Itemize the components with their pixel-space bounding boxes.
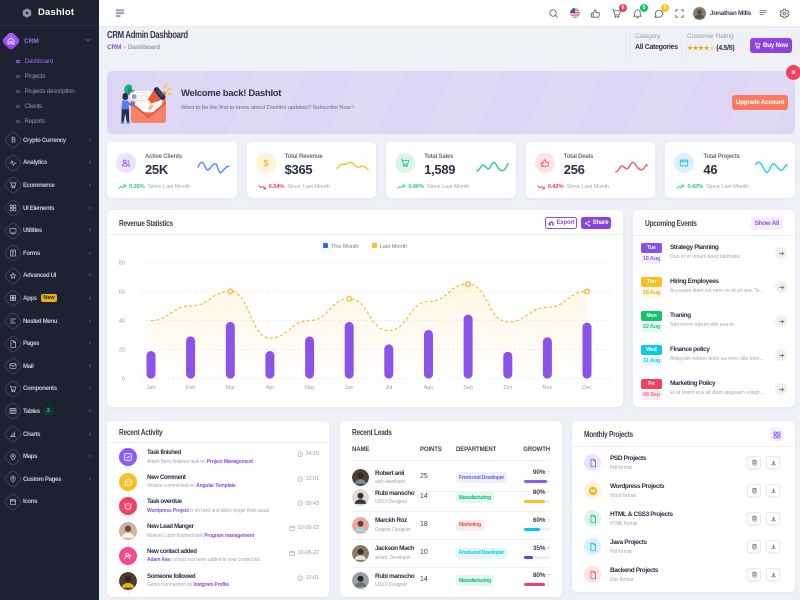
svg-text:Oct: Oct xyxy=(504,385,513,391)
svg-text:60: 60 xyxy=(119,289,125,295)
svg-text:Dec: Dec xyxy=(582,385,592,391)
svg-text:Jan: Jan xyxy=(147,385,156,391)
svg-text:Nov: Nov xyxy=(543,385,553,391)
svg-text:20: 20 xyxy=(119,348,125,354)
svg-text:Sep: Sep xyxy=(463,385,473,391)
svg-text:W: W xyxy=(590,488,595,493)
svg-text:Apr: Apr xyxy=(266,385,275,391)
svg-text:Agu: Agu xyxy=(424,385,434,391)
svg-text:May: May xyxy=(304,385,315,391)
svg-text:40: 40 xyxy=(119,319,125,325)
svg-text:Jul: Jul xyxy=(385,385,392,391)
svg-text:0: 0 xyxy=(122,377,125,383)
svg-text:80: 80 xyxy=(119,260,125,266)
svg-text:Mar: Mar xyxy=(226,385,236,391)
svg-text:Feb: Feb xyxy=(186,385,195,391)
svg-text:Jun: Jun xyxy=(345,385,354,391)
